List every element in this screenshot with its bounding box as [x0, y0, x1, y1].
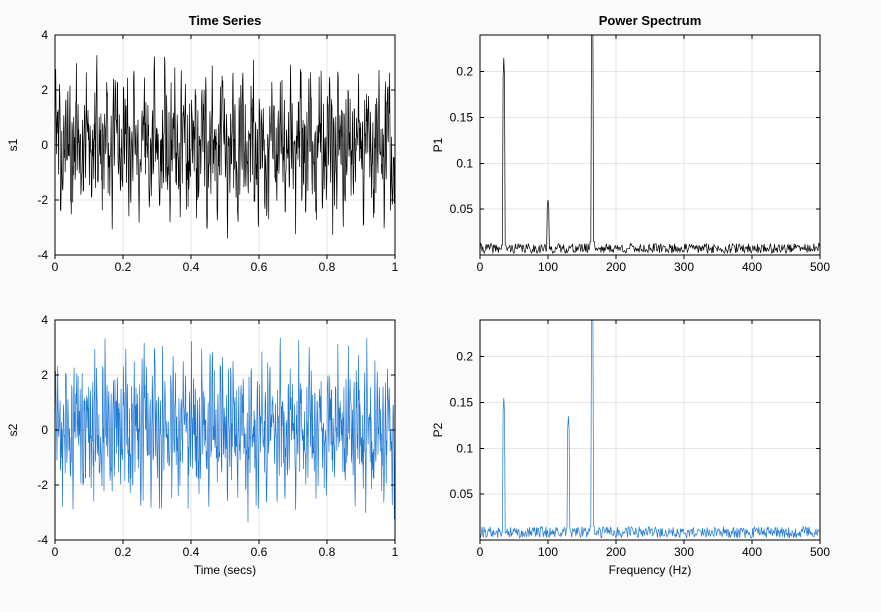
xticklabel: 0.2	[115, 545, 132, 559]
panel-ps1: 0 100 200 300 400 500 0.05 0.1 0.15 0.2 P1 Power Sp…	[431, 13, 830, 274]
xticklabel: 1	[392, 260, 399, 274]
xticklabel: 500	[810, 260, 830, 274]
xticklabel: 200	[606, 260, 626, 274]
yticklabel: 0	[41, 138, 48, 152]
yticklabel: 0.15	[450, 111, 474, 125]
yticklabel: -2	[37, 193, 48, 207]
ylabel: P2	[431, 422, 445, 437]
yticklabel: -4	[37, 248, 48, 262]
xticklabel: 400	[742, 545, 762, 559]
xticklabel: 0.2	[115, 260, 132, 274]
xticklabel: 0.6	[251, 260, 268, 274]
xticklabel: 0	[52, 545, 59, 559]
xticklabel: 0	[477, 545, 484, 559]
xlabel: Frequency (Hz)	[609, 563, 692, 577]
yticklabel: 2	[41, 83, 48, 97]
col-title: Time Series	[189, 13, 262, 28]
xlabel: Time (secs)	[194, 563, 256, 577]
ylabel: P1	[431, 137, 445, 152]
yticklabel: 4	[41, 28, 48, 42]
xticklabel: 400	[742, 260, 762, 274]
yticklabel: 0.05	[450, 202, 474, 216]
xticklabel: 1	[392, 545, 399, 559]
xticklabel: 100	[538, 545, 558, 559]
xticklabel: 0.6	[251, 545, 268, 559]
xticklabel: 0	[477, 260, 484, 274]
yticklabel: 4	[41, 313, 48, 327]
xticklabel: 200	[606, 545, 626, 559]
xticklabel: 300	[674, 545, 694, 559]
yticklabel: 0.2	[456, 65, 473, 79]
ylabel: s1	[6, 138, 20, 151]
xticklabel: 0.8	[319, 260, 336, 274]
yticklabel: 0.15	[450, 396, 474, 410]
yticklabel: 0.05	[450, 487, 474, 501]
yticklabel: 0.1	[456, 156, 473, 170]
figure-svg: 00.20.40.60.81-4-2024s1Time Series010020…	[0, 0, 881, 612]
xticklabel: 0	[52, 260, 59, 274]
panel-ts2: 0 0.2 0.4 0.6 0.8 1 -4 -2 0 2 4 s2 Time (secs)	[6, 313, 399, 577]
yticklabel: -4	[37, 533, 48, 547]
xticklabel: 500	[810, 545, 830, 559]
yticklabel: 0.1	[456, 441, 473, 455]
xticklabel: 0.8	[319, 545, 336, 559]
panel-ps2: 0 100 200 300 400 500 0.05 0.1 0.15 0.2 P2 Frequenc…	[431, 320, 830, 577]
yticklabel: 0.2	[456, 350, 473, 364]
ylabel: s2	[6, 423, 20, 436]
xticklabel: 0.4	[183, 260, 200, 274]
yticklabel: -2	[37, 478, 48, 492]
col-title: Power Spectrum	[599, 13, 702, 28]
xticklabel: 300	[674, 260, 694, 274]
yticklabel: 2	[41, 368, 48, 382]
xticklabel: 0.4	[183, 545, 200, 559]
yticklabel: 0	[41, 423, 48, 437]
xticklabel: 100	[538, 260, 558, 274]
panel-ts1: 0 0.2 0.4 0.6 0.8 1 -4 -2 0 2 4 s1 Time Series	[6, 13, 399, 274]
